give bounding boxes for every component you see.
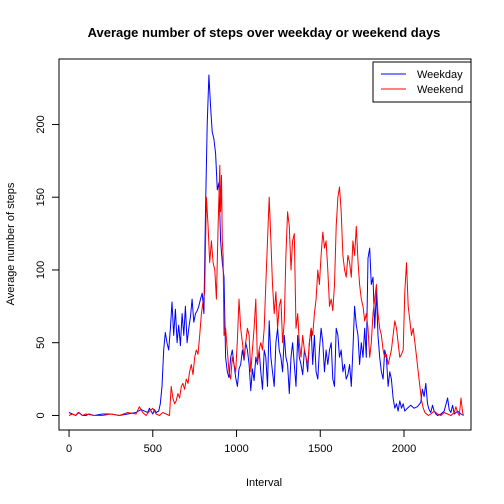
- y-tick-label: 50: [35, 337, 47, 349]
- x-tick-label: 0: [66, 443, 72, 455]
- series-line-weekend: [68, 164, 464, 416]
- series-line-weekday: [68, 74, 464, 416]
- y-tick-label: 0: [35, 412, 47, 418]
- x-tick-label: 1500: [308, 443, 332, 455]
- legend-label-weekend: Weekend: [417, 84, 463, 96]
- legend-label-weekday: Weekday: [417, 69, 463, 81]
- y-tick-label: 150: [35, 188, 47, 206]
- y-axis-label: Average number of steps: [5, 182, 17, 305]
- x-axis: 0 500 1000 1500 2000: [66, 430, 416, 455]
- x-tick-label: 500: [144, 443, 162, 455]
- plot-area-border: [58, 58, 472, 431]
- chart-title: Average number of steps over weekday or …: [88, 25, 441, 40]
- x-axis-label: Interval: [246, 477, 282, 489]
- y-tick-label: 100: [35, 261, 47, 279]
- x-tick-label: 2000: [392, 443, 416, 455]
- x-tick-label: 1000: [224, 443, 248, 455]
- series-layer: [68, 74, 464, 416]
- y-axis: 0 50 100 150 200: [35, 115, 59, 419]
- legend: Weekday Weekend: [372, 61, 472, 103]
- legend-box: [372, 61, 472, 103]
- y-tick-label: 200: [35, 115, 47, 133]
